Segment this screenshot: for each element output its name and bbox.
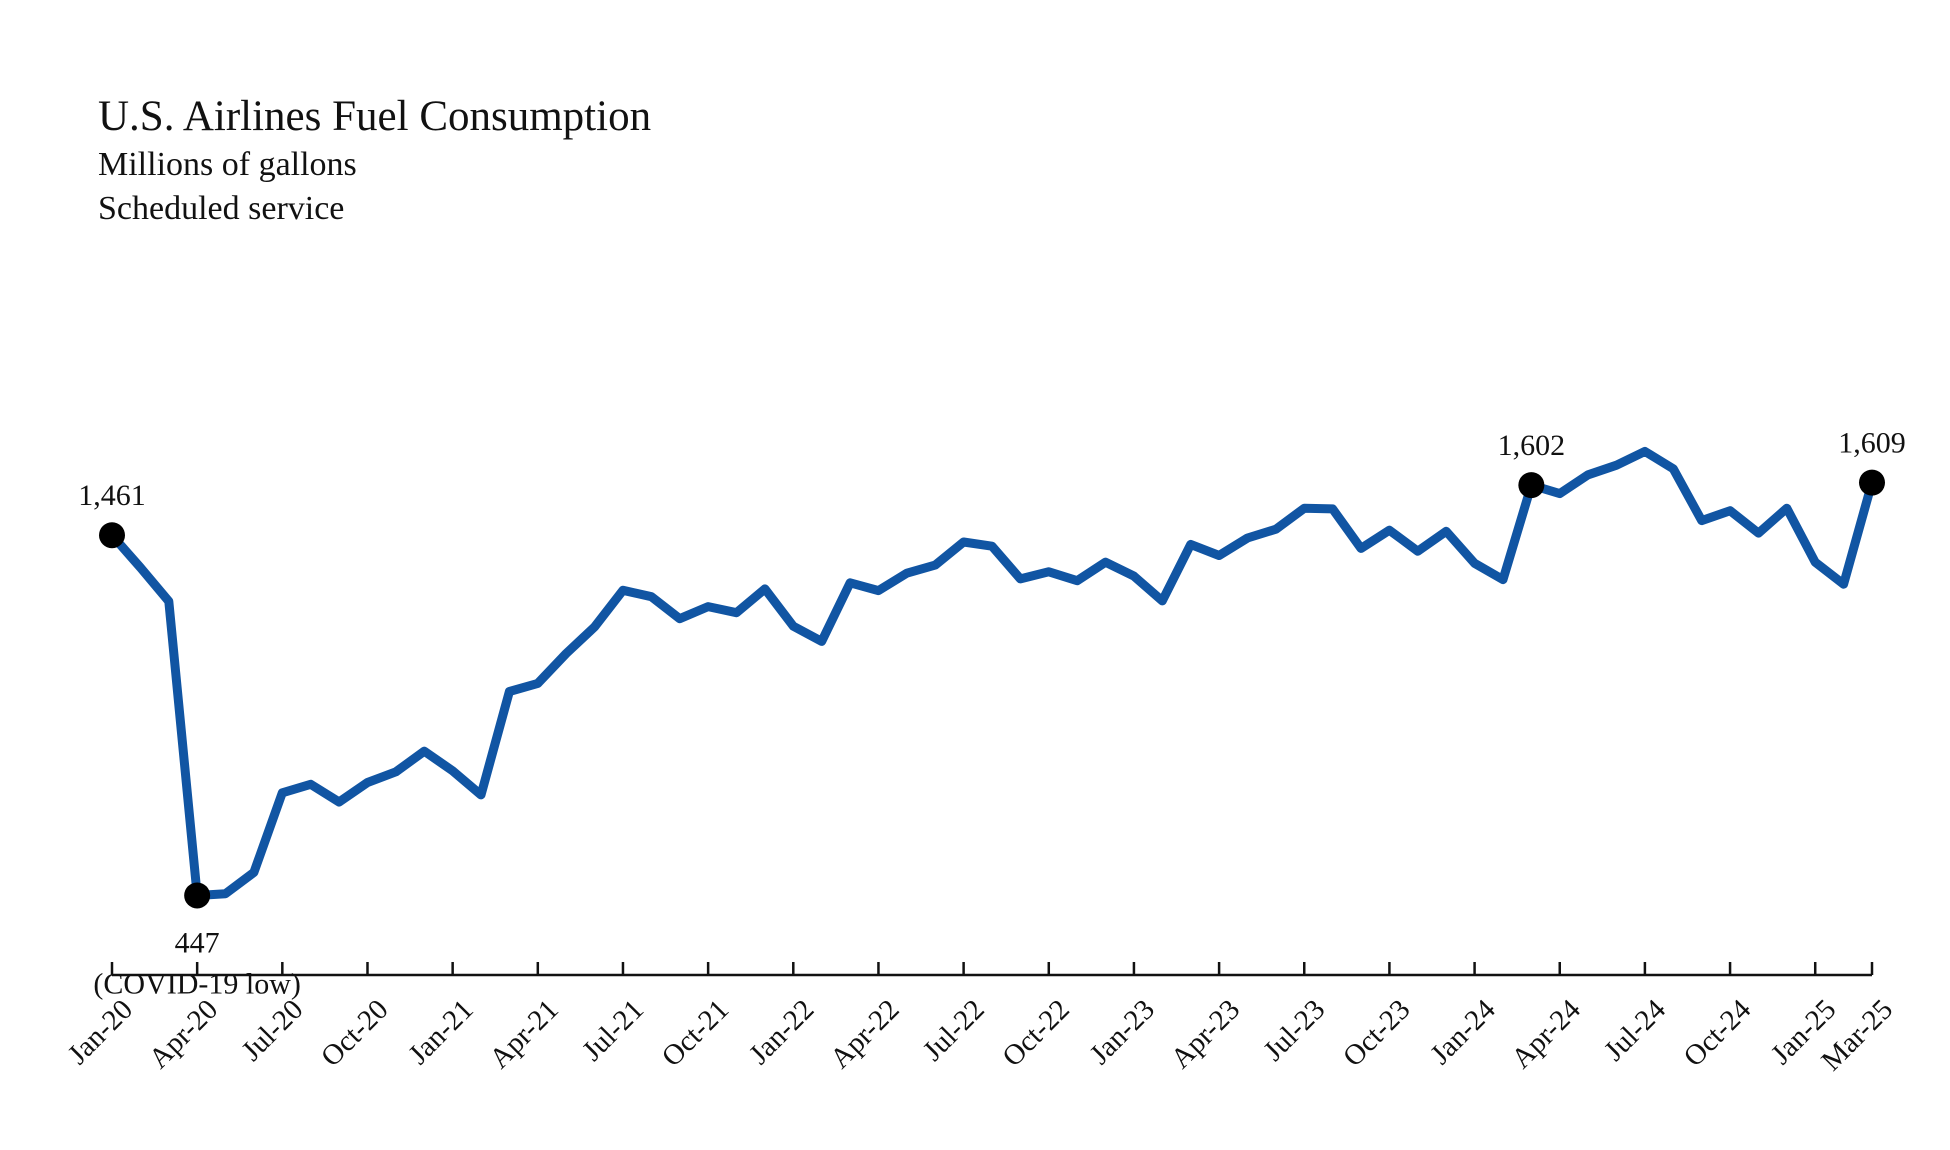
annotation-labels: 1,461 447 (COVID-19 low) 1,602 1,609 [78, 427, 1906, 1001]
data-point-marker [99, 522, 125, 549]
x-tick-label: Oct-24 [1678, 993, 1758, 1073]
data-label: 1,602 [1498, 429, 1566, 462]
x-tick-label: Jan-24 [1424, 993, 1502, 1071]
series-line [107, 446, 1877, 900]
x-axis: Jan-20 Apr-20 Jul-20 Oct-20 Jan-21 Apr-21 Jul-… [62, 962, 1899, 1077]
x-tick-label: Apr-23 [1165, 993, 1246, 1074]
x-tick-label: Jul-21 [576, 993, 650, 1067]
x-tick-label: Oct-20 [315, 993, 395, 1073]
x-tick-label: Jul-22 [917, 993, 991, 1067]
x-tick-label: Oct-22 [996, 993, 1076, 1073]
data-label-note: (COVID-19 low) [93, 967, 300, 1000]
annotation-markers [99, 469, 1885, 909]
x-tick-label: Jul-24 [1598, 993, 1672, 1067]
x-tick-label: Apr-22 [824, 993, 905, 1074]
x-tick-label: Jan-20 [62, 993, 139, 1070]
x-tick-label: Apr-20 [143, 993, 224, 1074]
data-label: 1,461 [78, 479, 146, 512]
chart-title: U.S. Airlines Fuel Consumption [98, 93, 652, 140]
x-tick-label: Jan-23 [1084, 993, 1161, 1070]
chart-subtitle-service: Scheduled service [98, 190, 345, 227]
data-point-marker [1859, 469, 1885, 496]
x-tick-label: Jan-21 [402, 993, 479, 1070]
x-tick-label: Oct-21 [656, 993, 736, 1073]
x-tick-label: Jan-22 [743, 993, 820, 1070]
x-tick-label: Oct-23 [1337, 993, 1417, 1073]
x-tick-label: Jul-20 [236, 993, 310, 1067]
data-point-marker [184, 882, 211, 909]
chart-subtitle-units: Millions of gallons [98, 146, 357, 183]
x-tick-label: Jul-23 [1257, 993, 1331, 1067]
data-point-marker [1518, 472, 1545, 499]
data-label: 447 [175, 926, 220, 959]
data-label: 1,609 [1838, 427, 1906, 460]
x-tick-label: Apr-24 [1505, 993, 1587, 1075]
x-tick-label: Apr-21 [483, 993, 564, 1074]
series-line-group [107, 446, 1877, 900]
